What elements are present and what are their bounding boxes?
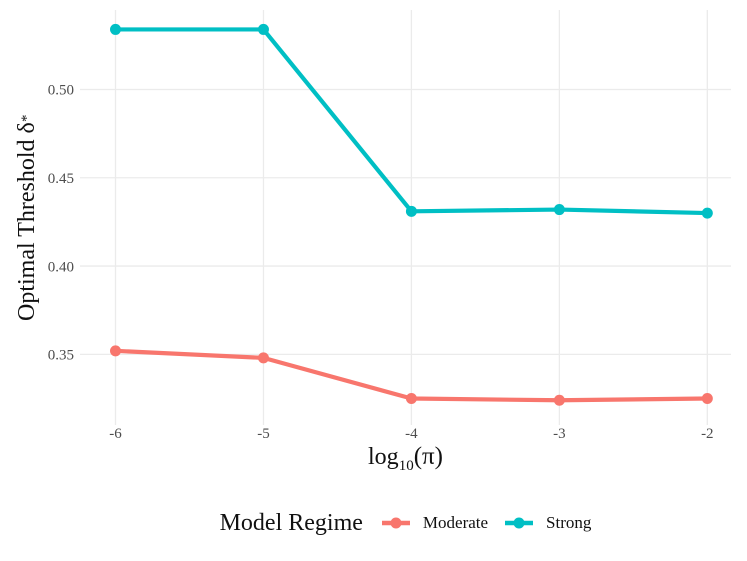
x-tick-label: -5 (257, 426, 270, 442)
x-axis-title: log10(π) (80, 443, 731, 475)
series-point-moderate (257, 352, 269, 364)
legend-item-strong: Strong (502, 513, 591, 533)
series-point-strong (110, 23, 122, 35)
series-point-moderate (701, 393, 713, 405)
y-tick-label: 0.50 (48, 83, 74, 99)
series-point-strong (405, 205, 417, 217)
series-point-strong (553, 204, 565, 216)
legend-item-moderate: Moderate (379, 513, 488, 533)
series-point-moderate (405, 393, 417, 405)
plot-area: 0.35 0.40 0.45 0.50 -6 -5 -4 -3 -2 (48, 10, 731, 442)
y-tick-label: 0.45 (48, 171, 74, 187)
legend-key-moderate-icon (381, 517, 410, 529)
x-tick-label: -6 (109, 426, 122, 442)
y-axis-title: Optimal Threshold δ * (14, 0, 41, 435)
legend-label-strong: Strong (546, 513, 592, 532)
legend: Model Regime Moderate Strong (80, 503, 731, 543)
x-axis-title-subscript: 10 (398, 457, 414, 474)
x-tick-label: -4 (405, 426, 418, 442)
series-point-moderate (553, 394, 565, 406)
legend-key-strong-icon (505, 517, 534, 529)
legend-label-moderate: Moderate (422, 513, 489, 532)
series-point-strong (701, 207, 713, 219)
series-point-strong (257, 23, 269, 35)
x-tick-label: -2 (701, 426, 714, 442)
x-tick-label: -3 (553, 426, 566, 442)
x-axis-title-argument: (π) (413, 443, 443, 470)
y-tick-label: 0.35 (48, 348, 74, 364)
x-axis-title-text: log (368, 444, 399, 470)
y-tick-label: 0.40 (48, 259, 74, 275)
legend-title: Model Regime (219, 509, 363, 536)
y-axis-title-text: Optimal Threshold δ (14, 121, 40, 321)
y-axis-title-superscript: * (19, 114, 35, 122)
series-point-moderate (110, 345, 122, 357)
